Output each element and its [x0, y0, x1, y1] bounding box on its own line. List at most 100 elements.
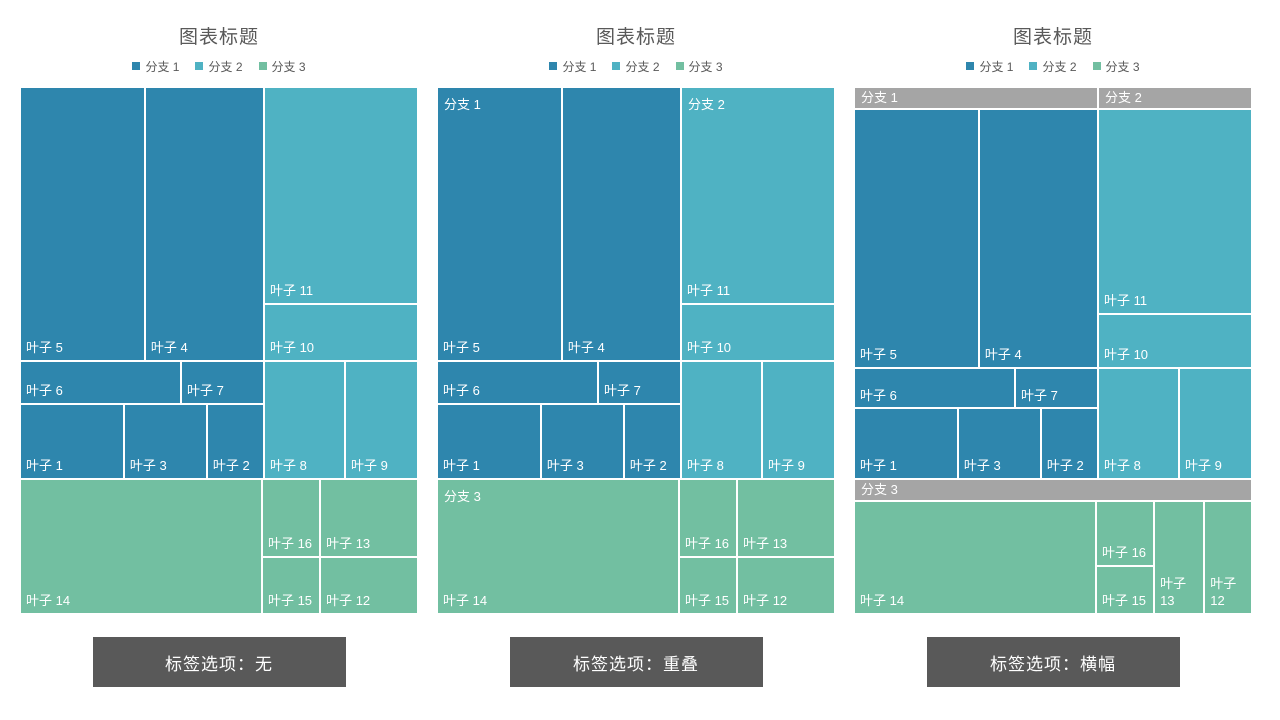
legend-swatch-icon: [1092, 62, 1101, 70]
leaf-label: 叶子 3: [129, 458, 167, 474]
leaf-label: 叶子 8: [1103, 458, 1141, 474]
legend-label: 分支 3: [271, 59, 306, 74]
legend-swatch-icon: [966, 62, 975, 70]
label-option-caption: 标签选项：横幅: [926, 637, 1180, 687]
leaf-label: 叶子 11: [1103, 293, 1148, 309]
legend-swatch-icon: [258, 62, 267, 70]
leaf-label: 叶子 10: [269, 340, 315, 356]
chart-legend: 分支 1 分支 2 分支 3: [437, 58, 835, 74]
legend-item: 分支 3: [675, 58, 723, 75]
leaf-label: 叶子 2: [629, 458, 667, 474]
legend-label: 分支 2: [208, 59, 243, 74]
treemap-leaf: 叶子 15: [261, 557, 321, 614]
treemap-leaf: 叶子 8: [263, 361, 345, 480]
label-option-caption: 标签选项：重叠: [509, 637, 763, 687]
leaf-label: 叶子 7: [604, 383, 641, 399]
treemap-leaf: 叶子 6: [854, 367, 1016, 409]
leaf-label: 叶子 15: [1101, 593, 1147, 609]
treemap-leaf: 叶子 7: [1015, 367, 1098, 409]
treemap-plot: 分支 1 叶子 5 叶子 4 叶子 6 叶子 7 叶子 1 叶子 3 叶子 2 分支 2 叶子 1…: [854, 87, 1252, 614]
leaf-label: 叶子 3: [963, 458, 1001, 474]
treemap-leaf: 叶子 4: [978, 109, 1098, 368]
branch-banner-label: 分支 3: [854, 479, 1252, 502]
treemap-plot: 叶子 5 叶子 4 叶子 6 叶子 7 叶子 1 叶子 3 叶子 2 叶子 11 叶子 10 叶子…: [20, 87, 418, 614]
chart-title: 图表标题: [1012, 27, 1093, 48]
legend-item: 分支 2: [1029, 58, 1077, 75]
treemap-leaf: 叶子 12: [320, 557, 418, 614]
treemap-plot: 叶子 5 叶子 4 叶子 6 叶子 7 叶子 1 叶子 3 叶子 2 分支 1 叶子 11 叶子 …: [437, 87, 835, 614]
leaf-label: 叶子 14: [443, 593, 488, 609]
treemap-leaf: 叶子 6: [20, 361, 182, 405]
chart-title: 图表标题: [178, 27, 259, 48]
label-option-caption: 标签选项：无: [92, 637, 346, 687]
leaf-label: 叶子 5: [443, 340, 480, 356]
leaf-label: 叶子 13: [326, 536, 371, 552]
legend-label: 分支 2: [625, 59, 660, 74]
treemap-leaf: 叶子 10: [1097, 314, 1252, 368]
leaf-label: 叶子 2: [212, 458, 250, 474]
chart-legend: 分支 1 分支 2 分支 3: [854, 58, 1252, 74]
treemap-leaf: 叶子 14: [437, 479, 679, 614]
treemap-leaf: 叶子 15: [678, 557, 738, 614]
leaf-label: 叶子 15: [684, 593, 730, 609]
leaf-label: 叶子 4: [567, 340, 605, 356]
leaf-label: 叶子 3: [546, 458, 584, 474]
leaf-label: 叶子 16: [267, 536, 313, 552]
legend-label: 分支 1: [979, 59, 1014, 74]
legend-swatch-icon: [1029, 62, 1038, 70]
leaf-label: 叶子 9: [767, 458, 805, 474]
leaf-label: 叶子 2: [1046, 458, 1084, 474]
treemap-leaf: 叶子 9: [761, 361, 835, 480]
legend-item: 分支 1: [966, 58, 1013, 75]
legend-item: 分支 1: [132, 58, 179, 75]
leaf-label: 叶子 1: [26, 458, 63, 474]
legend-label: 分支 1: [562, 59, 597, 74]
leaf-label: 叶子 8: [269, 458, 307, 474]
chart-legend: 分支 1 分支 2 分支 3: [20, 58, 418, 74]
treemap-leaf: 叶子 5: [854, 109, 979, 368]
treemap-leaf: 叶子 7: [181, 361, 264, 405]
treemap-leaf: 叶子 13: [737, 479, 835, 558]
leaf-label: 叶子 16: [1101, 545, 1147, 561]
branch-overlap-label: 分支 2: [687, 97, 725, 112]
leaf-label: 叶子 1: [443, 458, 480, 474]
legend-swatch-icon: [675, 62, 684, 70]
leaf-label: 叶子 11: [686, 283, 731, 299]
treemap-leaf: 叶子 11: [263, 87, 418, 305]
treemap-leaf: 叶子 3: [540, 404, 624, 480]
treemap-leaf: 叶子 1: [437, 404, 541, 480]
treemap-leaf: 叶子 1: [20, 404, 124, 480]
chart-title: 图表标题: [595, 27, 676, 48]
treemap-leaf: 叶子 9: [344, 361, 418, 480]
leaf-label: 叶子 15: [267, 593, 313, 609]
leaf-label: 叶子 14: [860, 593, 905, 609]
legend-label: 分支 3: [1105, 59, 1140, 74]
chart-panel-none: 图表标题 分支 1 分支 2 分支 3 叶子 5 叶子 4 叶子 6 叶子 7 叶子 1 叶子…: [20, 22, 418, 687]
treemap-leaf: 叶子 13: [1154, 501, 1205, 614]
treemap-leaf: 叶子 13: [320, 479, 418, 558]
branch-banner-label: 分支 2: [1097, 87, 1252, 109]
legend-item: 分支 2: [612, 58, 660, 75]
legend-label: 分支 1: [145, 59, 180, 74]
legend-label: 分支 2: [1042, 59, 1077, 74]
treemap-leaf: 叶子 15: [1095, 566, 1155, 614]
leaf-label: 叶子 5: [26, 340, 63, 356]
treemap-leaf: 叶子 10: [680, 304, 835, 362]
treemap-leaf: 叶子 4: [561, 87, 681, 362]
leaf-label: 叶子 14: [26, 593, 71, 609]
treemap-leaf: 叶子 12: [737, 557, 835, 614]
legend-item: 分支 3: [1092, 58, 1140, 75]
treemap-leaf: 叶子 3: [957, 408, 1041, 480]
legend-label: 分支 3: [688, 59, 723, 74]
treemap-leaf: 叶子 5: [20, 87, 145, 362]
treemap-leaf: 叶子 2: [206, 404, 264, 480]
treemap-leaf: 叶子 3: [123, 404, 207, 480]
legend-swatch-icon: [132, 62, 141, 70]
legend-item: 分支 1: [549, 58, 596, 75]
treemap-leaf: 叶子 1: [854, 408, 958, 480]
leaf-label: 叶子 12: [326, 593, 371, 609]
treemap-leaf: 叶子 16: [678, 479, 738, 558]
leaf-label: 叶子 10: [1103, 346, 1149, 362]
leaf-label: 叶子 9: [1184, 458, 1222, 474]
leaf-label: 叶子 1: [860, 458, 897, 474]
